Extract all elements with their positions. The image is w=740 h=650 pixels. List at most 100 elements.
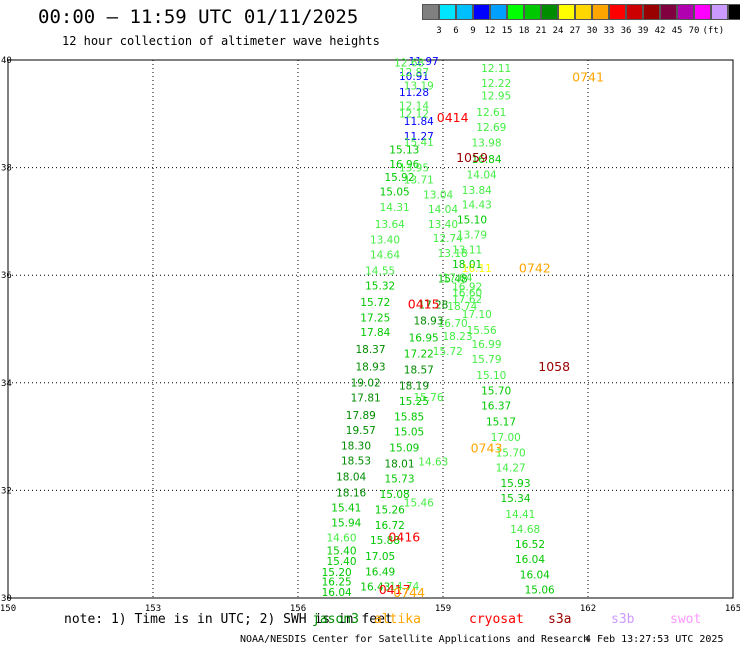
color-swatch — [541, 4, 558, 20]
wave-height-value: 16.92 — [452, 281, 482, 293]
wave-height-value: 18.30 — [341, 441, 371, 453]
color-scale-label: 6 — [453, 26, 459, 36]
y-tick-label: 38 — [1, 164, 12, 174]
wave-height-value: 12.87 — [399, 67, 429, 79]
chart-subtitle: 12 hour collection of altimeter wave hei… — [62, 34, 380, 48]
color-swatch — [558, 4, 575, 20]
wave-height-value: 18.16 — [336, 487, 366, 499]
wave-height-value: 15.32 — [365, 281, 395, 293]
wave-height-value: 12.69 — [476, 122, 506, 134]
color-swatch — [490, 4, 507, 20]
color-scale-label: 9 — [470, 26, 476, 36]
wave-height-value: 13.11 — [452, 245, 482, 257]
color-scale-label: 21 — [535, 26, 547, 36]
wave-height-value: 15.88 — [370, 535, 400, 547]
x-tick-label: 156 — [290, 604, 306, 614]
wave-height-value: 15.70 — [496, 448, 526, 460]
wave-height-value: 18.37 — [355, 344, 385, 356]
x-tick-label: 153 — [145, 604, 161, 614]
generated-timestamp: 4 Feb 13:27:53 UTC 2025 — [585, 634, 724, 645]
y-tick-label: 34 — [1, 379, 12, 389]
wave-height-value: 11.84 — [404, 116, 434, 128]
color-scale-label: 70 — [688, 26, 700, 36]
wave-height-value: 15.26 — [375, 505, 405, 517]
color-swatch — [439, 4, 456, 20]
wave-height-value: 16.84 — [471, 154, 501, 166]
wave-height-value: 15.73 — [384, 473, 414, 485]
color-swatch — [524, 4, 541, 20]
legend-altika: altika — [374, 612, 421, 627]
wave-height-value: 15.08 — [380, 489, 410, 501]
wave-height-value: 15.93 — [500, 478, 530, 490]
wave-height-value: 15.56 — [467, 325, 497, 337]
wave-height-value: 15.10 — [476, 370, 506, 382]
x-tick-label: 159 — [435, 604, 451, 614]
pass-time-label: 0416 — [388, 530, 420, 545]
wave-height-value: 15.70 — [481, 386, 511, 398]
pass-time-label: 0414 — [437, 110, 469, 125]
color-swatch — [592, 4, 609, 20]
wave-height-value: 16.72 — [375, 520, 405, 532]
wave-height-value: 12.95 — [481, 90, 511, 102]
y-tick-label: 32 — [1, 486, 12, 496]
wave-height-value: 15.92 — [384, 172, 414, 184]
wave-height-value: 14.60 — [326, 533, 356, 545]
color-swatch — [456, 4, 473, 20]
color-swatch — [728, 4, 740, 20]
wave-height-value: 16.25 — [322, 577, 352, 589]
wave-height-value: 14.27 — [496, 463, 526, 475]
color-scale-label: 15 — [501, 26, 513, 36]
wave-height-value: 15.13 — [389, 145, 419, 157]
color-scale-label: 18 — [518, 26, 530, 36]
x-tick-label: 165 — [725, 604, 740, 614]
chart-title: 00:00 – 11:59 UTC 01/11/2025 — [38, 6, 359, 28]
legend-s3b: s3b — [611, 612, 635, 627]
wave-height-value: 15.05 — [380, 187, 410, 199]
wave-height-value: 18.93 — [413, 316, 443, 328]
wave-height-value: 17.64 — [442, 273, 472, 285]
wave-height-value: 16.04 — [520, 570, 550, 582]
wave-height-value: 15.48 — [438, 274, 468, 286]
wave-height-value: 11.27 — [404, 131, 434, 143]
y-tick-label: 30 — [1, 594, 12, 604]
color-scale-label: 45 — [671, 26, 683, 36]
pass-time-label: 1059 — [456, 150, 488, 165]
wave-height-value: 15.40 — [326, 545, 356, 557]
wave-height-value: 17.25 — [360, 312, 390, 324]
footnote: note: 1) Time is in UTC; 2) SWH is in fe… — [64, 612, 393, 627]
wave-height-value: 13.98 — [471, 138, 501, 150]
wave-height-value: 18.74 — [447, 301, 477, 313]
wave-height-value: 16.70 — [438, 318, 468, 330]
color-swatch — [694, 4, 711, 20]
wave-height-value: 12.22 — [481, 78, 511, 90]
wave-height-value: 14.04 — [467, 169, 497, 181]
wave-height-value: 14.64 — [370, 250, 400, 262]
wave-height-value: 16.52 — [515, 539, 545, 551]
pass-time-label: 0417 — [379, 582, 411, 597]
pass-time-label: 1058 — [538, 359, 570, 374]
wave-height-value: 12.68 — [394, 57, 424, 69]
color-scale-label: 12 — [484, 26, 496, 36]
wave-height-value: 15.41 — [404, 137, 434, 149]
wave-height-value: 17.81 — [351, 393, 381, 405]
wave-height-value: 17.89 — [346, 410, 376, 422]
wave-height-value: 13.84 — [462, 185, 492, 197]
wave-height-value: 18.04 — [336, 472, 366, 484]
wave-height-value: 16.04 — [322, 587, 352, 599]
wave-height-value: 18.01 — [452, 259, 482, 271]
color-swatch — [473, 4, 490, 20]
wave-height-value: 15.34 — [500, 493, 530, 505]
wave-height-value: 15.25 — [399, 396, 429, 408]
wave-height-value: 14.63 — [418, 457, 448, 469]
color-swatch — [677, 4, 694, 20]
wave-height-value: 18.01 — [384, 458, 414, 470]
wave-height-value: 14.43 — [462, 199, 492, 211]
wave-height-value: 15.06 — [525, 585, 555, 597]
pass-time-label: 0742 — [519, 261, 551, 276]
wave-height-value: 13.64 — [375, 219, 405, 231]
wave-height-value: 16.04 — [515, 554, 545, 566]
wave-height-value: 17.62 — [452, 294, 482, 306]
color-scale-label: 3 — [436, 26, 442, 36]
wave-height-value: 15.94 — [331, 517, 361, 529]
